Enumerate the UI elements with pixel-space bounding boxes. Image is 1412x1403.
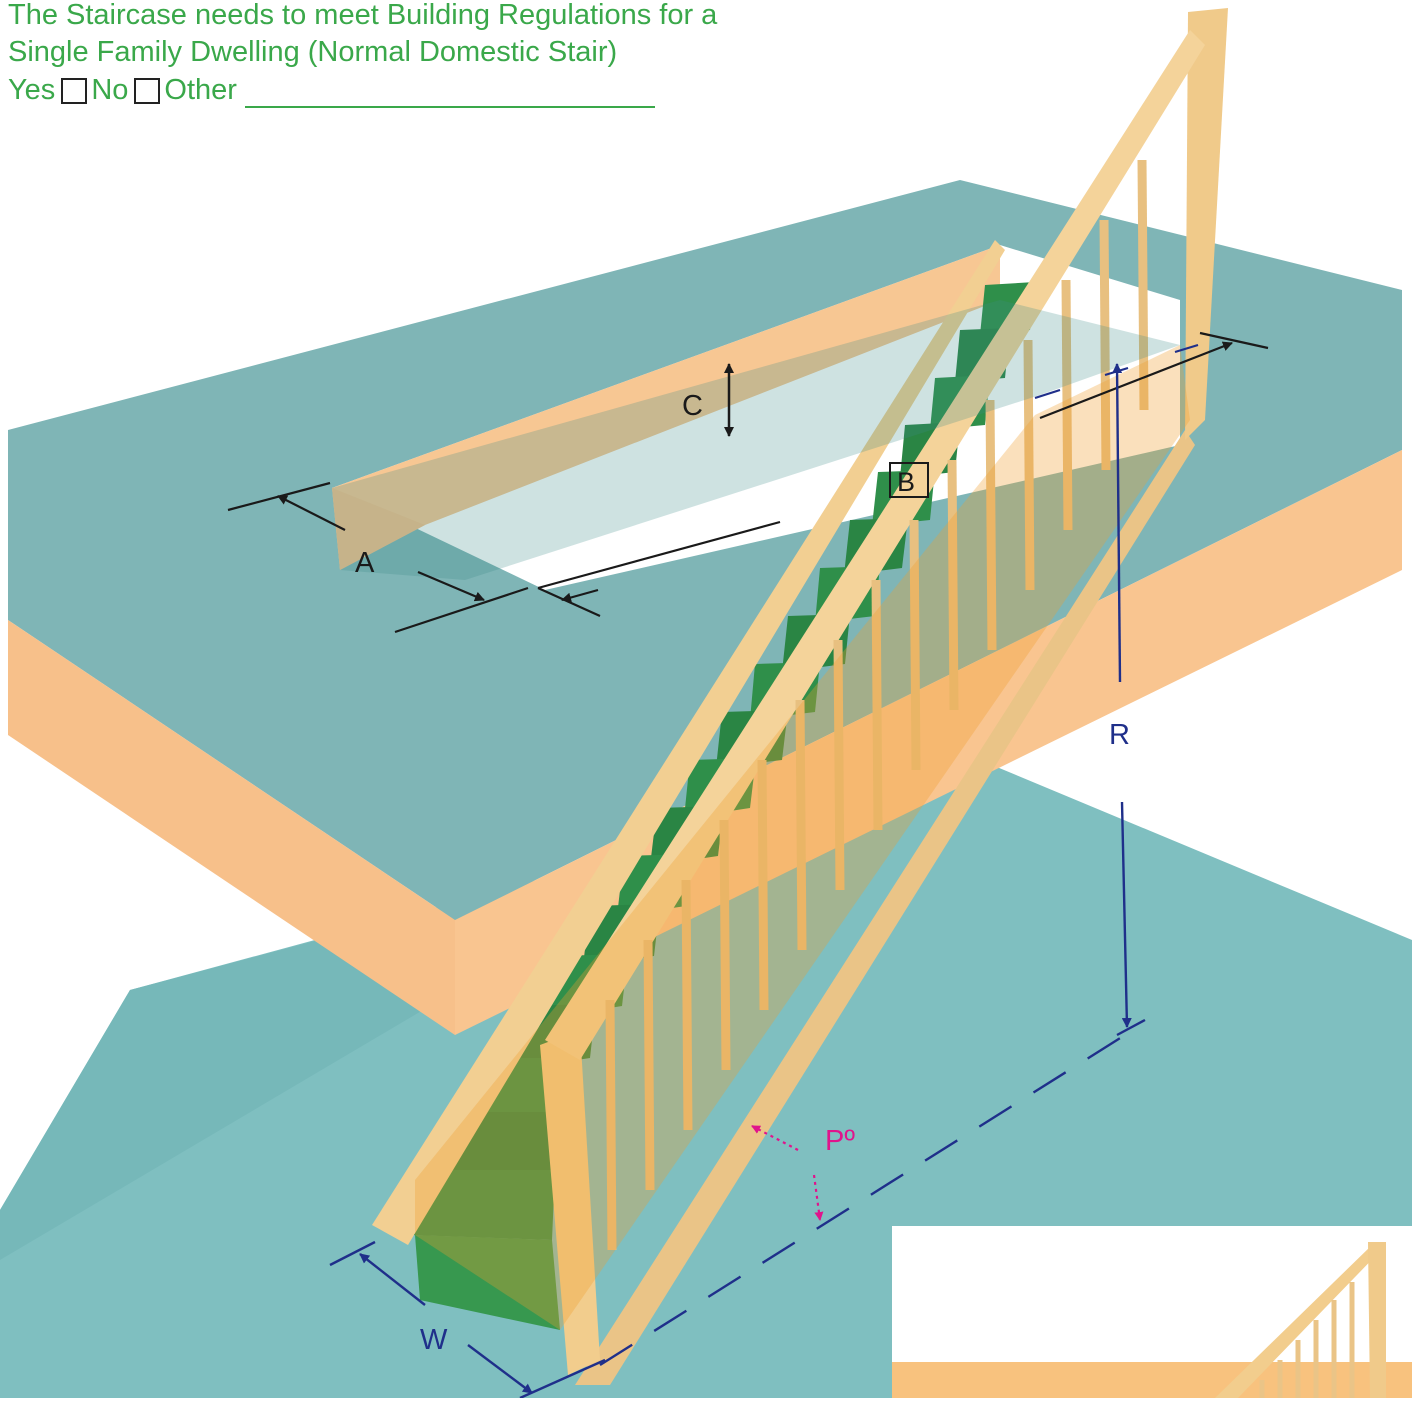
label-w: W	[420, 1324, 448, 1356]
floor-run-dashed	[599, 1033, 1126, 1367]
dimension-r	[1112, 363, 1146, 1037]
top-width-dimension	[1034, 331, 1269, 420]
no-label: No	[91, 74, 129, 106]
label-r: R	[1109, 719, 1130, 751]
yes-label: Yes	[8, 74, 56, 106]
stairwell-left-end	[332, 488, 425, 570]
dimension-w	[329, 1240, 606, 1400]
requirement-options: Yes No Other	[8, 72, 655, 109]
dimension-a	[227, 481, 781, 634]
yes-checkbox[interactable]	[61, 77, 88, 104]
other-label: Other	[164, 74, 237, 106]
no-checkbox[interactable]	[134, 77, 161, 104]
other-blank-line[interactable]	[244, 74, 655, 108]
top-newel-post	[1185, 8, 1228, 440]
left-stringer	[372, 240, 1005, 1245]
label-b: B	[897, 467, 915, 497]
handrail	[545, 30, 1205, 1060]
right-stringer	[575, 430, 1195, 1385]
requirement-line-1: The Staircase needs to meet Building Reg…	[8, 0, 718, 31]
upper-floor-side-face	[455, 450, 1402, 1035]
inset-balustrade	[1215, 1242, 1386, 1398]
label-a: A	[355, 547, 375, 579]
headroom-plane	[332, 300, 1180, 580]
balusters	[605, 159, 1149, 1251]
dimension-b-box	[889, 462, 929, 498]
bottom-newel-post	[540, 1030, 600, 1375]
upper-floor-front-face	[8, 620, 455, 1035]
inset-floor	[892, 1362, 1412, 1398]
pitch-arrows	[751, 1125, 824, 1221]
ground-floor-shade	[0, 900, 470, 1260]
label-pitch: Pº	[825, 1125, 855, 1157]
stairwell-far-wall	[332, 245, 1000, 570]
label-c: C	[682, 390, 703, 422]
pitch-plane	[415, 345, 1190, 1330]
requirement-line-2: Single Family Dwelling (Normal Domestic …	[8, 36, 618, 68]
